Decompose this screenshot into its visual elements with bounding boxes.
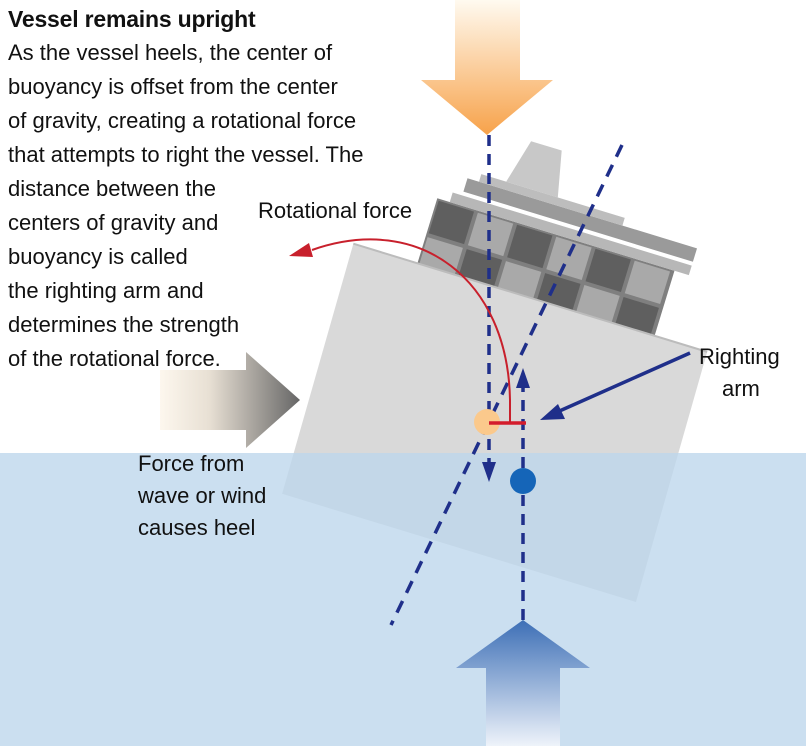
- righting-arm-pointer-arrowhead: [540, 404, 565, 420]
- vessel-top-deck: [463, 178, 698, 262]
- gravity-line-arrowhead: [482, 462, 496, 482]
- buoyancy-arrow: [456, 620, 590, 746]
- vessel-upper-deck: [449, 192, 692, 276]
- righting-arm-label-line-1: Righting: [699, 344, 780, 369]
- wave-force-label-line-3: causes heel: [138, 515, 256, 540]
- description-line-4: that attempts to right the vessel. The: [8, 142, 364, 167]
- description-line-3: of gravity, creating a rotational force: [8, 108, 357, 133]
- gravity-arrow: [421, 0, 553, 135]
- description-line-10: of the rotational force.: [8, 346, 221, 371]
- description-line-6: centers of gravity and: [8, 210, 219, 235]
- wave-force-arrow: [160, 352, 300, 448]
- rotational-force-arrow: [311, 238, 511, 401]
- description-line-8: the righting arm and: [8, 278, 204, 303]
- vessel-deck-line: [353, 242, 708, 353]
- description-line-2: buoyancy is offset from the center: [8, 74, 338, 99]
- description-line-5: distance between the: [8, 176, 216, 201]
- rotational-force-arrowhead: [289, 243, 313, 257]
- description-line-1: As the vessel heels, the center of: [8, 40, 333, 65]
- rotational-force-label: Rotational force: [258, 198, 413, 223]
- diagram-title: Vessel remains upright: [8, 6, 256, 32]
- center-of-gravity: [474, 409, 500, 435]
- vessel-centerline: [389, 144, 624, 626]
- buoyancy-line-arrowhead: [516, 368, 530, 388]
- wave-force-label-line-1: Force from: [138, 451, 245, 476]
- vessel-funnel: [506, 141, 562, 198]
- deck-window: [546, 236, 592, 281]
- water: [0, 453, 806, 746]
- deck-window: [624, 260, 671, 305]
- righting-arm-pointer: [554, 351, 691, 415]
- description-line-9: determines the strength: [8, 312, 240, 337]
- wave-force-label-line-2: wave or wind: [138, 483, 267, 508]
- description-line-7: buoyancy is called: [8, 244, 188, 269]
- deck-window: [507, 224, 553, 269]
- deck-window: [428, 200, 475, 245]
- center-of-buoyancy: [510, 468, 536, 494]
- righting-arm-label-line-2: arm: [722, 376, 760, 401]
- deck-window: [585, 248, 631, 293]
